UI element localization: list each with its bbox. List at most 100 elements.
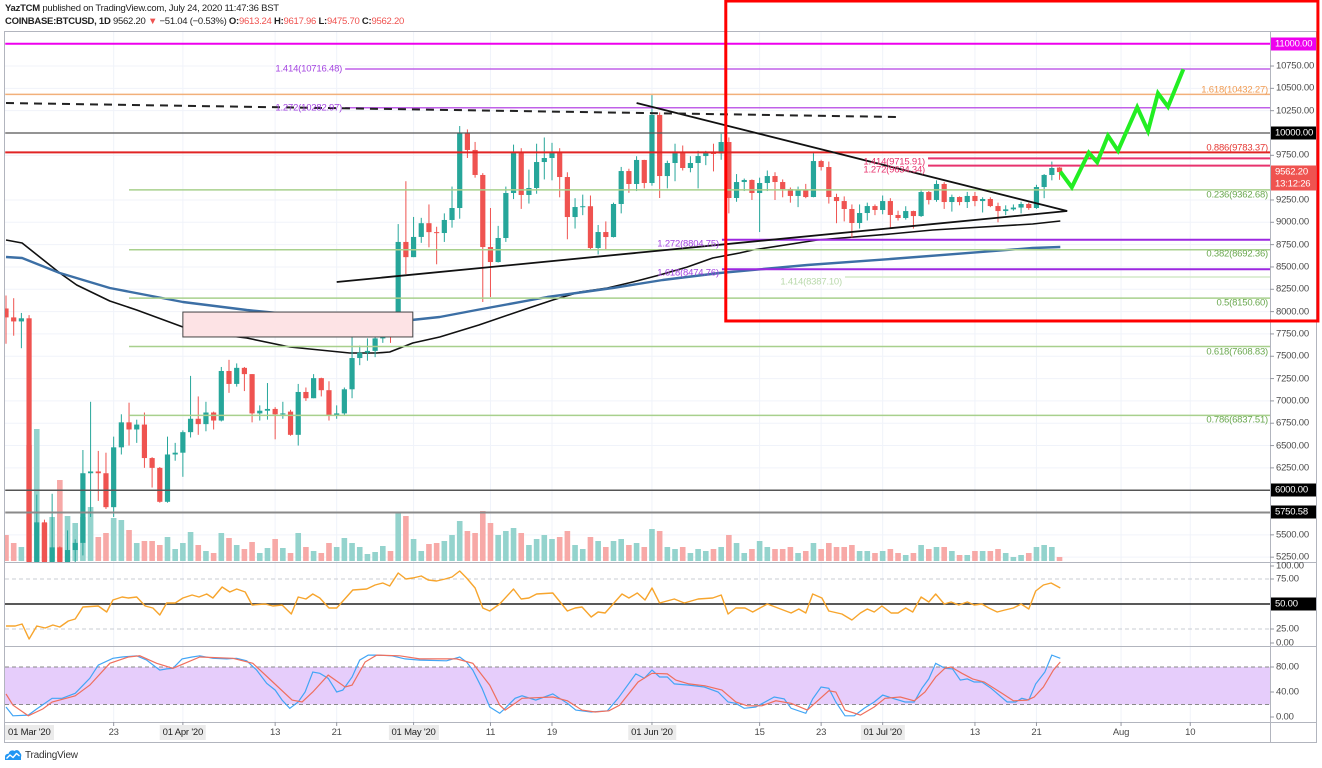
time-axis-label: 13 <box>969 727 981 738</box>
descending-resistance-trendline[interactable] <box>636 102 1068 212</box>
candle <box>503 186 509 242</box>
stoch-axis-label: 80.00 <box>1276 661 1299 673</box>
rsi-pane-area[interactable] <box>5 563 1270 646</box>
volume-bar <box>356 547 363 561</box>
time-axis-label: 11 <box>485 727 496 738</box>
price-axis-label: 6250.00 <box>1276 462 1309 474</box>
fibonacci-levels[interactable] <box>5 42 1270 514</box>
volume-bar <box>295 533 302 561</box>
ascending-support-trendline[interactable] <box>336 210 1068 283</box>
volume-bar <box>57 480 63 561</box>
dashed-resistance-line[interactable] <box>5 102 898 118</box>
trendline-drawings[interactable] <box>5 68 1186 338</box>
candle <box>780 179 786 198</box>
volume-bar <box>564 531 571 561</box>
price-axis-label: 8500.00 <box>1276 261 1309 273</box>
volume-bar <box>418 551 425 561</box>
publisher-name[interactable]: YazTCM <box>5 3 40 14</box>
price-axis-label: 6750.00 <box>1276 417 1309 429</box>
candle <box>11 298 17 336</box>
fib-level-label: 1.272(10282.97) <box>275 102 343 114</box>
price-axis-label: 9750.00 <box>1276 149 1309 161</box>
price-axis-label: 7000.00 <box>1276 395 1309 407</box>
volume-bar <box>787 547 794 561</box>
candle <box>856 204 863 229</box>
volume-bar <box>141 541 148 561</box>
candle <box>741 178 747 192</box>
symbol-name[interactable]: COINBASE:BTCUSD, 1D <box>5 16 111 27</box>
volume-bar <box>180 543 186 561</box>
candle <box>903 206 909 220</box>
volume-bar <box>395 513 401 561</box>
volume-bar <box>795 553 801 561</box>
rsi-axis-label: 75.00 <box>1276 573 1299 585</box>
candle <box>72 539 78 562</box>
volume-bar <box>372 552 378 561</box>
volume-bar <box>256 553 263 561</box>
volume-bar <box>872 553 878 561</box>
volume-bar <box>956 555 963 561</box>
candle <box>949 194 955 212</box>
volume-bar <box>941 547 947 561</box>
volume-bar <box>380 546 386 561</box>
volume-bar <box>710 549 717 561</box>
rsi-badge: 50.00 <box>1271 597 1316 611</box>
fib-level-label: 1.414(10716.48) <box>275 63 343 75</box>
volume-bar <box>595 541 601 561</box>
volume-bar <box>518 533 525 561</box>
volume-bar <box>272 539 278 561</box>
volume-bar <box>1041 545 1047 561</box>
fib-level-label: 1.618(10432.27) <box>1201 84 1268 96</box>
candle <box>680 145 686 171</box>
volume-bar <box>672 549 678 561</box>
fib-level-label: 0.236(9362.68) <box>1206 189 1268 201</box>
fib-level-label: 1.414(9715.91) <box>863 156 926 168</box>
candle <box>657 112 663 199</box>
highlight-box[interactable] <box>724 0 1320 323</box>
candle <box>95 450 101 501</box>
volume-bar <box>610 541 617 561</box>
candle <box>526 169 532 204</box>
time-axis-label: 23 <box>816 727 827 738</box>
price-pane[interactable] <box>5 32 1270 562</box>
candle <box>941 182 947 209</box>
projected-price-path[interactable] <box>1058 68 1186 192</box>
volume-bar <box>280 548 286 561</box>
price-badge: 5750.58 <box>1271 505 1316 519</box>
stoch-rsi-pane <box>5 654 1270 717</box>
volume-bar <box>649 529 655 561</box>
candle <box>864 202 870 221</box>
footer-brand[interactable]: TradingView <box>4 749 78 761</box>
stoch-axis-label: 40.00 <box>1276 686 1299 698</box>
price-axis-label: 6500.00 <box>1276 440 1309 452</box>
volume-bar <box>203 551 209 561</box>
fib-level-label: 1.618(8474.76) <box>657 267 719 279</box>
price-axis-label: 8000.00 <box>1276 306 1309 318</box>
candle <box>357 345 363 366</box>
candle <box>472 141 478 178</box>
candle <box>303 387 309 401</box>
candle <box>572 198 578 229</box>
candle <box>80 450 86 556</box>
candle <box>226 359 232 393</box>
candle <box>757 177 763 233</box>
price-badge: 13:12:26 <box>1271 177 1316 191</box>
price-badge: 9562.20 <box>1271 165 1316 179</box>
volume-bar <box>18 547 25 561</box>
volume-bar <box>756 541 763 561</box>
support-zone-rectangle[interactable] <box>182 311 414 338</box>
candle <box>818 159 824 171</box>
volume-bar <box>303 547 309 561</box>
candle <box>1033 184 1040 209</box>
red-highlight-rectangle[interactable] <box>724 0 1320 323</box>
candle <box>726 137 732 214</box>
volume-bar <box>449 535 455 561</box>
candle <box>87 401 94 517</box>
candle <box>218 366 224 422</box>
candle <box>710 143 717 172</box>
stoch-rsi-pane-area[interactable] <box>5 647 1270 722</box>
volume-bar <box>333 547 340 561</box>
volume-bar <box>826 543 832 561</box>
